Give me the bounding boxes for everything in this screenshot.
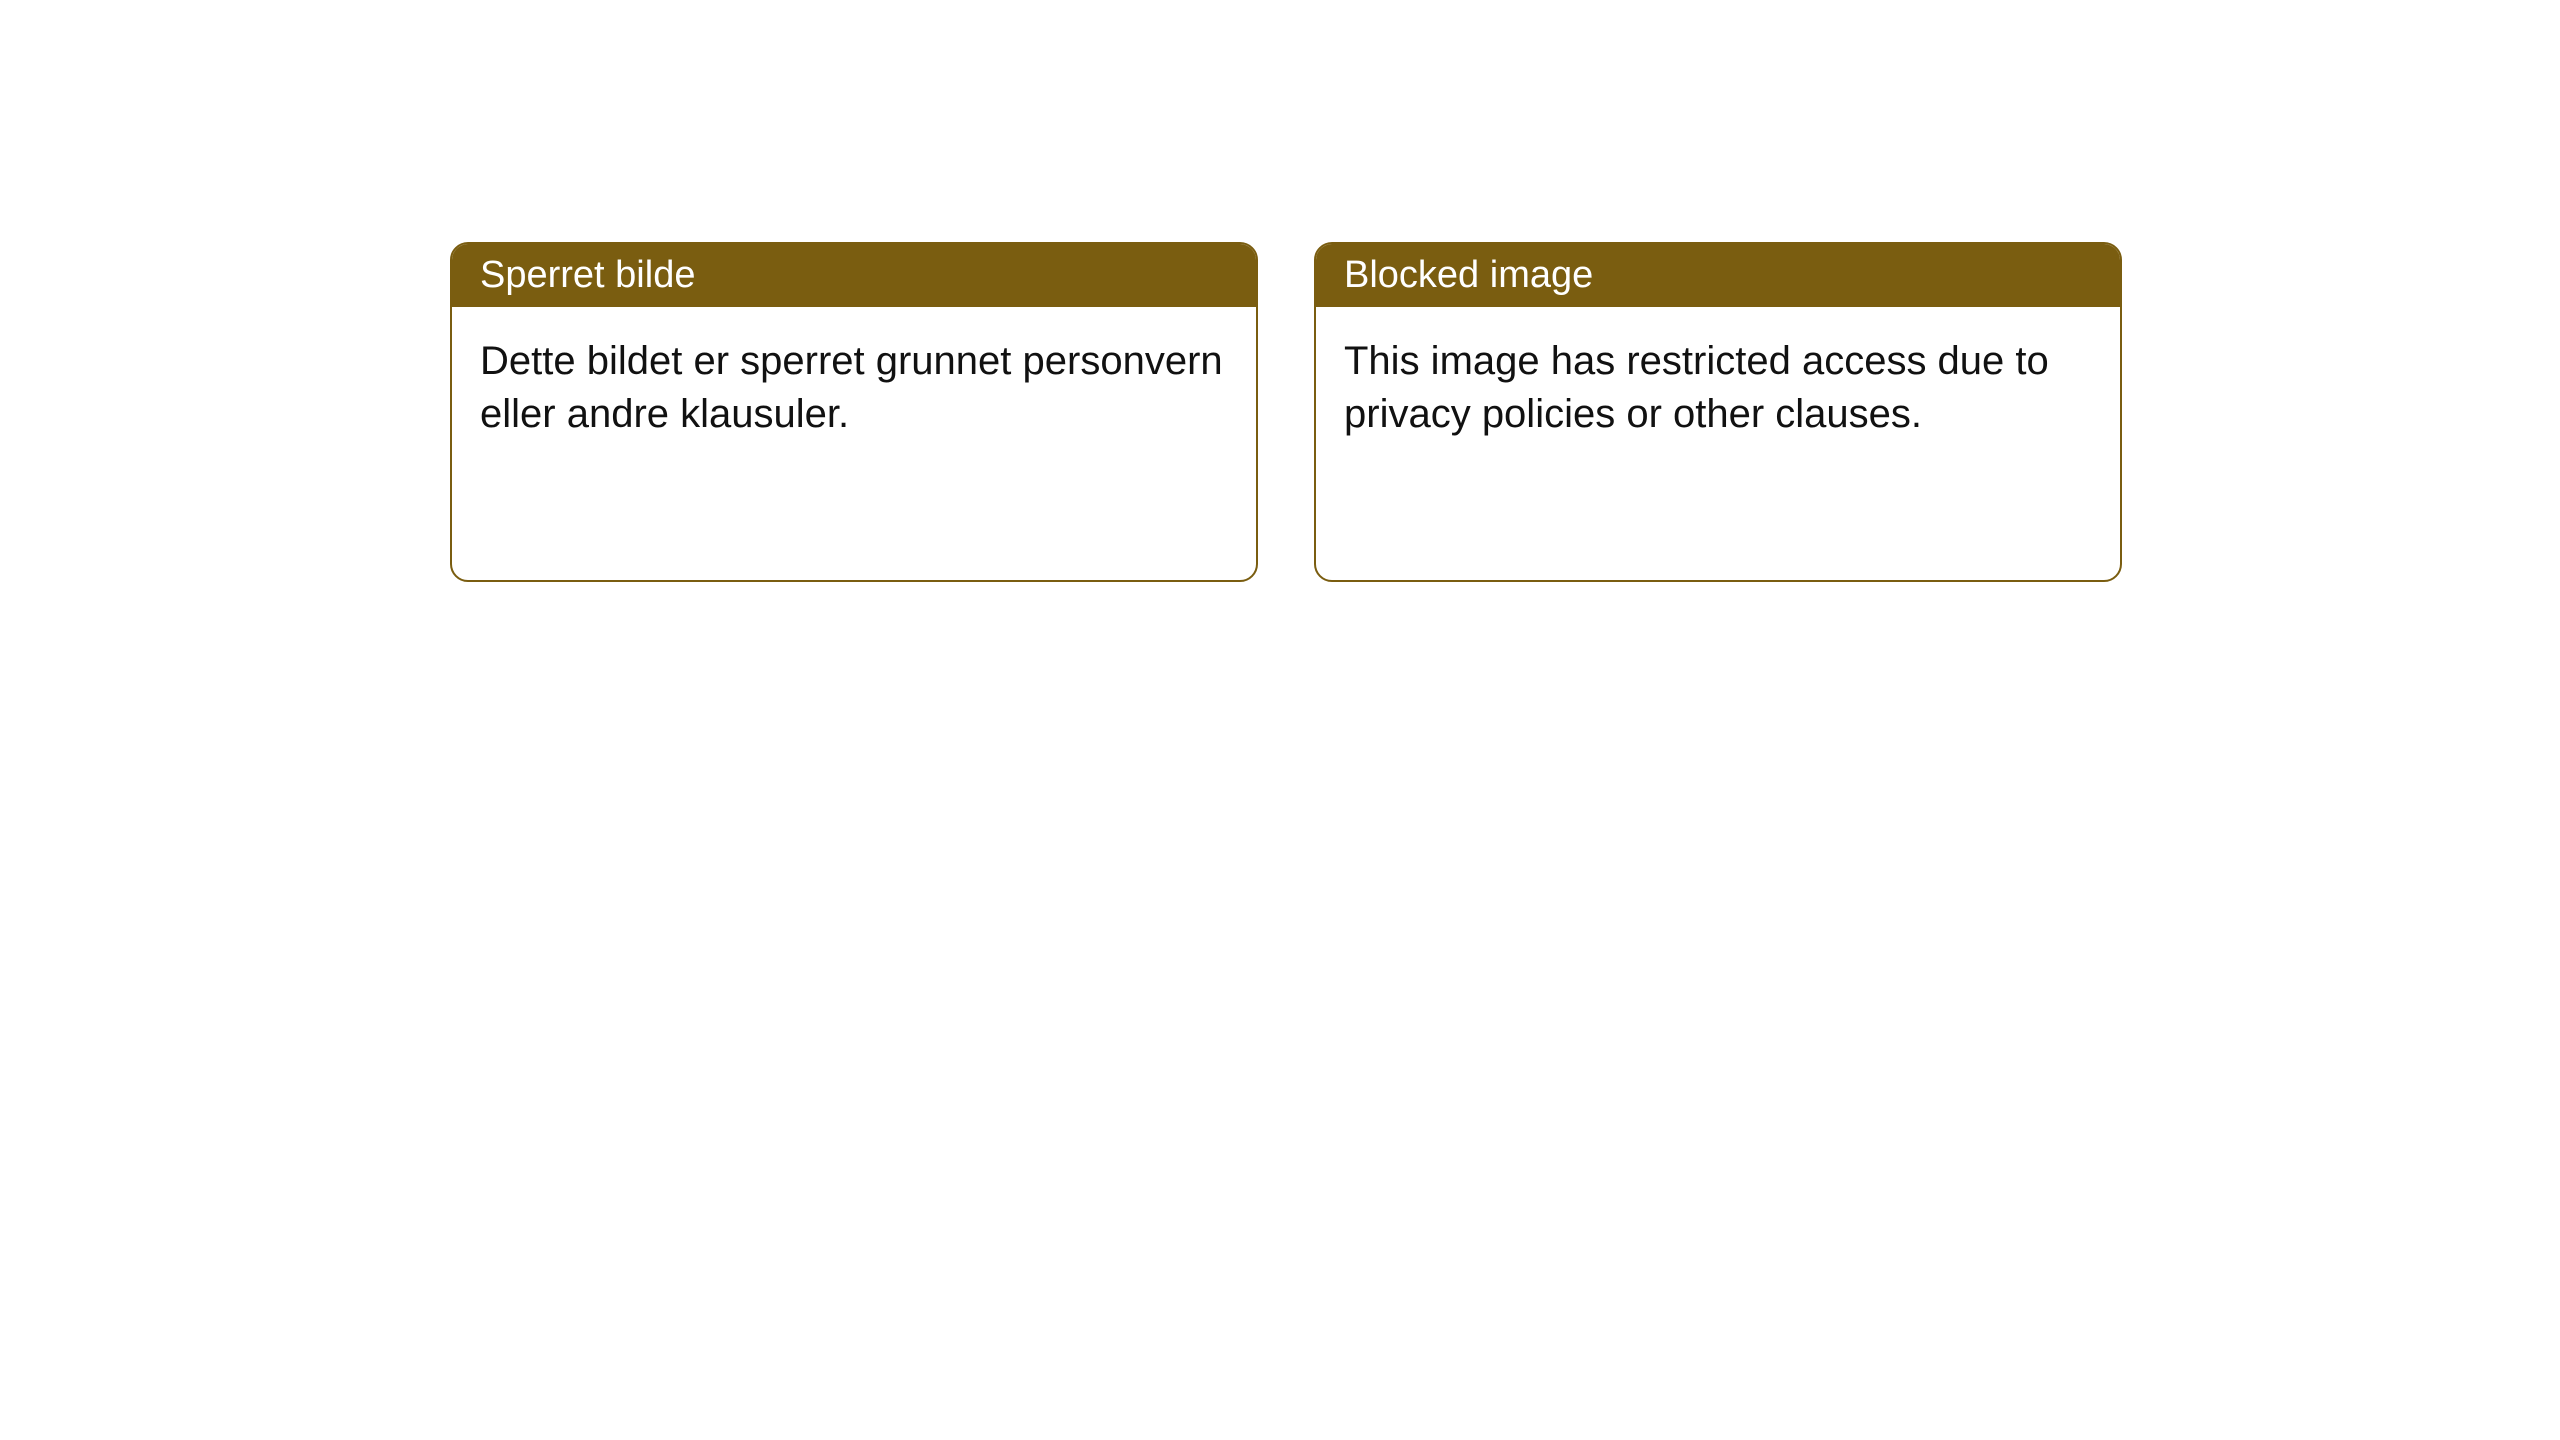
notice-body-english: This image has restricted access due to … xyxy=(1316,307,2120,469)
notice-box-norwegian: Sperret bilde Dette bildet er sperret gr… xyxy=(450,242,1258,582)
notice-box-english: Blocked image This image has restricted … xyxy=(1314,242,2122,582)
notice-body-norwegian: Dette bildet er sperret grunnet personve… xyxy=(452,307,1256,469)
notice-title-norwegian: Sperret bilde xyxy=(452,244,1256,307)
notice-title-english: Blocked image xyxy=(1316,244,2120,307)
notice-container: Sperret bilde Dette bildet er sperret gr… xyxy=(450,242,2122,582)
